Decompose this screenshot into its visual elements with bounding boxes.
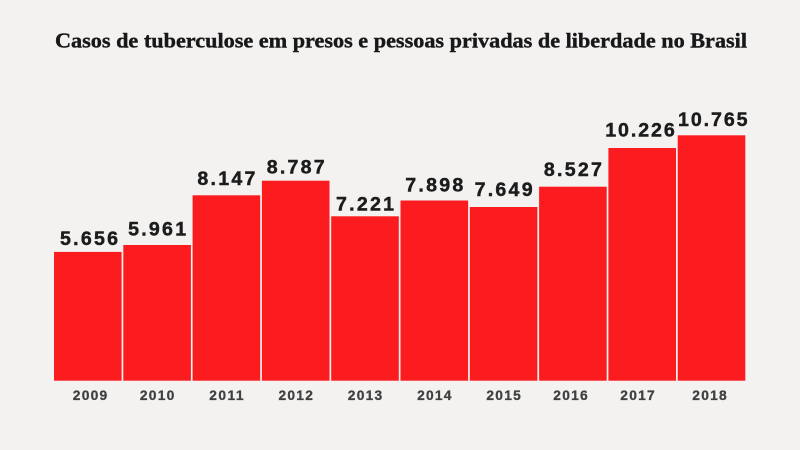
svg-text:7.898: 7.898 bbox=[405, 175, 463, 197]
svg-text:2009: 2009 bbox=[73, 388, 108, 403]
svg-text:2011: 2011 bbox=[209, 388, 244, 403]
svg-text:2017: 2017 bbox=[620, 388, 655, 403]
svg-text:2018: 2018 bbox=[692, 388, 727, 403]
svg-text:2012: 2012 bbox=[279, 388, 314, 403]
svg-text:8.787: 8.787 bbox=[267, 157, 325, 179]
svg-text:Casos de tuberculose em presos: Casos de tuberculose em presos e pessoas… bbox=[55, 29, 747, 53]
svg-text:5.961: 5.961 bbox=[128, 218, 186, 240]
svg-text:8.527: 8.527 bbox=[544, 159, 602, 181]
svg-text:2015: 2015 bbox=[486, 388, 521, 403]
svg-text:7.649: 7.649 bbox=[475, 179, 533, 201]
svg-text:8.147: 8.147 bbox=[197, 168, 255, 190]
svg-text:10.226: 10.226 bbox=[605, 120, 675, 142]
svg-text:10.765: 10.765 bbox=[678, 109, 748, 131]
svg-text:2016: 2016 bbox=[553, 388, 588, 403]
svg-text:2014: 2014 bbox=[417, 388, 452, 403]
svg-text:2013: 2013 bbox=[348, 388, 383, 403]
svg-text:5.656: 5.656 bbox=[60, 228, 118, 250]
svg-text:2010: 2010 bbox=[140, 388, 175, 403]
svg-text:7.221: 7.221 bbox=[336, 194, 394, 216]
